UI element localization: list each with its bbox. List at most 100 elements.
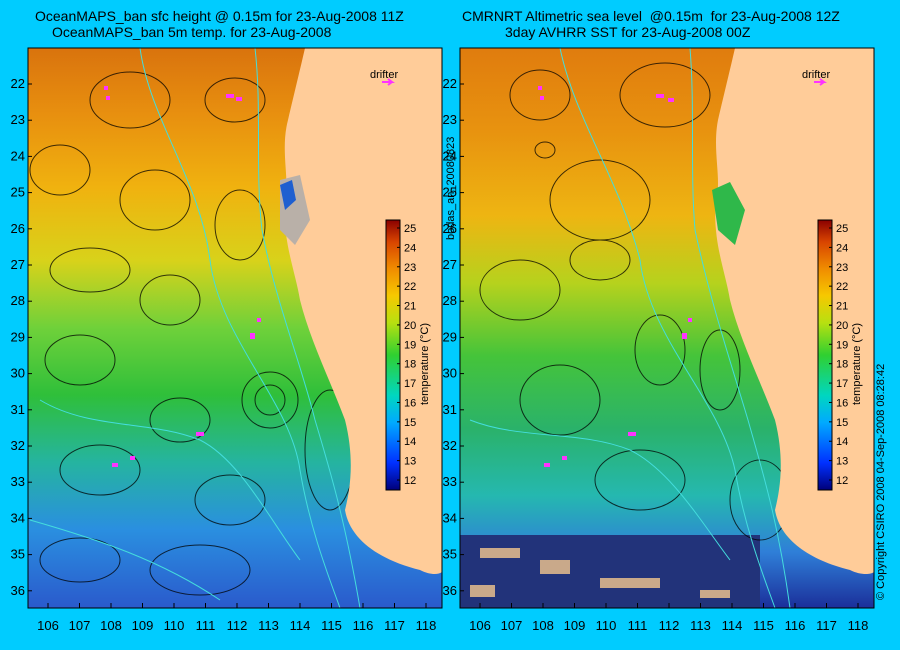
latitude-tick-label: 29 bbox=[11, 329, 25, 344]
colorbar-tick-label: 25 bbox=[404, 223, 416, 235]
left-title-line2: OceanMAPS_ban 5m temp. for 23-Aug-2008 bbox=[52, 24, 332, 40]
right-colorbar-ticks: 12 13 14 15 16 17 18 19 20 21 22 23 24 25 bbox=[829, 223, 848, 487]
longitude-tick-label: 108 bbox=[100, 618, 122, 633]
right-title-line1: CMRNRT Altimetric sea level @0.15m for 2… bbox=[462, 8, 840, 24]
latitude-tick-label: 35 bbox=[443, 547, 457, 562]
right-drifters bbox=[538, 78, 827, 467]
longitude-tick-label: 113 bbox=[258, 618, 279, 633]
colorbar-tick-label: 21 bbox=[404, 301, 416, 313]
left-title-line1: OceanMAPS_ban sfc height @ 0.15m for 23-… bbox=[35, 8, 404, 24]
longitude-tick-label: 109 bbox=[132, 618, 154, 633]
latitude-tick-label: 30 bbox=[443, 366, 457, 381]
longitude-tick-label: 112 bbox=[227, 618, 248, 633]
latitude-tick-label: 27 bbox=[11, 257, 25, 272]
left-latitude-axis: 22 23 24 25 26 27 28 29 30 31 32 33 34 35 36 bbox=[11, 76, 32, 598]
latitude-tick-label: 26 bbox=[443, 221, 457, 236]
longitude-tick-label: 111 bbox=[196, 618, 216, 633]
right-drifter-label: drifter bbox=[802, 69, 830, 81]
colorbar-tick-label: 18 bbox=[404, 359, 416, 371]
right-noise-band bbox=[460, 535, 760, 608]
longitude-tick-label: 110 bbox=[596, 618, 617, 633]
longitude-tick-label: 107 bbox=[501, 618, 523, 633]
colorbar-tick-label: 23 bbox=[404, 262, 416, 274]
latitude-tick-label: 30 bbox=[11, 366, 25, 381]
latitude-tick-label: 28 bbox=[11, 293, 25, 308]
latitude-tick-label: 36 bbox=[443, 583, 457, 598]
right-colorbar-title: temperature (°C) bbox=[851, 323, 863, 405]
longitude-tick-label: 108 bbox=[532, 618, 554, 633]
left-map: drifter bbox=[27, 47, 443, 609]
left-estuary bbox=[280, 180, 296, 210]
left-drifter-label: drifter bbox=[370, 69, 398, 81]
colorbar-tick-label: 18 bbox=[836, 359, 848, 371]
longitude-tick-label: 110 bbox=[164, 618, 185, 633]
longitude-tick-label: 113 bbox=[690, 618, 711, 633]
latitude-tick-label: 31 bbox=[443, 402, 457, 417]
longitude-tick-label: 107 bbox=[69, 618, 91, 633]
latitude-tick-label: 25 bbox=[11, 185, 25, 200]
right-map-frame bbox=[459, 47, 875, 609]
left-land bbox=[284, 48, 442, 575]
longitude-tick-label: 117 bbox=[816, 618, 837, 633]
colorbar-tick-label: 13 bbox=[836, 456, 848, 468]
right-longitude-axis: 106 107 108 109 110 111 112 113 114 115 116 117 118 bbox=[469, 603, 868, 633]
longitude-tick-label: 118 bbox=[416, 618, 437, 633]
latitude-tick-label: 22 bbox=[11, 76, 25, 91]
colorbar-tick-label: 24 bbox=[836, 242, 848, 254]
latitude-tick-label: 32 bbox=[11, 438, 25, 453]
right-colorbar bbox=[817, 219, 833, 491]
longitude-tick-label: 115 bbox=[321, 618, 342, 633]
colorbar-tick-label: 14 bbox=[404, 436, 416, 448]
colorbar-tick-label: 15 bbox=[404, 417, 416, 429]
colorbar-tick-label: 22 bbox=[404, 281, 416, 293]
latitude-tick-label: 26 bbox=[11, 221, 25, 236]
latitude-tick-label: 23 bbox=[443, 112, 457, 127]
latitude-tick-label: 31 bbox=[11, 402, 25, 417]
latitude-tick-label: 34 bbox=[11, 510, 25, 525]
latitude-tick-label: 28 bbox=[443, 293, 457, 308]
right-title-line2: 3day AVHRR SST for 23-Aug-2008 00Z bbox=[505, 24, 751, 40]
colorbar-tick-label: 22 bbox=[836, 281, 848, 293]
copyright-label: © Copyright CSIRO 2008 04-Sep-2008 08:28… bbox=[875, 364, 887, 600]
left-colorbar-ticks: 12 13 14 15 16 17 18 19 20 21 22 23 24 25 bbox=[397, 223, 416, 487]
colorbar-tick-label: 24 bbox=[404, 242, 416, 254]
longitude-tick-label: 106 bbox=[469, 618, 491, 633]
colorbar-tick-label: 19 bbox=[404, 339, 416, 351]
colorbar-tick-label: 14 bbox=[836, 436, 848, 448]
latitude-tick-label: 35 bbox=[11, 547, 25, 562]
latitude-tick-label: 25 bbox=[443, 185, 457, 200]
longitude-tick-label: 109 bbox=[564, 618, 586, 633]
right-contours bbox=[479, 62, 791, 541]
right-coastal-shelf bbox=[712, 182, 745, 245]
longitude-tick-label: 118 bbox=[848, 618, 869, 633]
longitude-tick-label: 112 bbox=[659, 618, 680, 633]
longitude-tick-label: 106 bbox=[37, 618, 59, 633]
latitude-tick-label: 27 bbox=[443, 257, 457, 272]
colorbar-tick-label: 23 bbox=[836, 262, 848, 274]
right-map: drifter bbox=[459, 47, 875, 609]
colorbar-tick-label: 20 bbox=[836, 320, 848, 332]
latitude-tick-label: 32 bbox=[443, 438, 457, 453]
left-bathymetry bbox=[29, 48, 361, 608]
right-land bbox=[715, 48, 874, 575]
longitude-tick-label: 114 bbox=[722, 618, 743, 633]
colorbar-tick-label: 21 bbox=[836, 301, 848, 313]
latitude-tick-label: 24 bbox=[11, 148, 25, 163]
colorbar-tick-label: 25 bbox=[836, 223, 848, 235]
left-colorbar-title: temperature (°C) bbox=[419, 323, 431, 405]
left-contours bbox=[29, 71, 356, 596]
latitude-tick-label: 36 bbox=[11, 583, 25, 598]
latitude-tick-label: 33 bbox=[443, 474, 457, 489]
latitude-tick-label: 33 bbox=[11, 474, 25, 489]
latitude-tick-label: 23 bbox=[11, 112, 25, 127]
longitude-tick-label: 117 bbox=[384, 618, 405, 633]
colorbar-tick-label: 15 bbox=[836, 417, 848, 429]
latitude-tick-label: 34 bbox=[443, 510, 457, 525]
longitude-tick-label: 115 bbox=[753, 618, 774, 633]
longitude-tick-label: 111 bbox=[628, 618, 648, 633]
left-map-frame bbox=[27, 47, 443, 609]
latitude-tick-label: 29 bbox=[443, 329, 457, 344]
left-drifters bbox=[104, 78, 395, 467]
colorbar-tick-label: 17 bbox=[404, 378, 416, 390]
